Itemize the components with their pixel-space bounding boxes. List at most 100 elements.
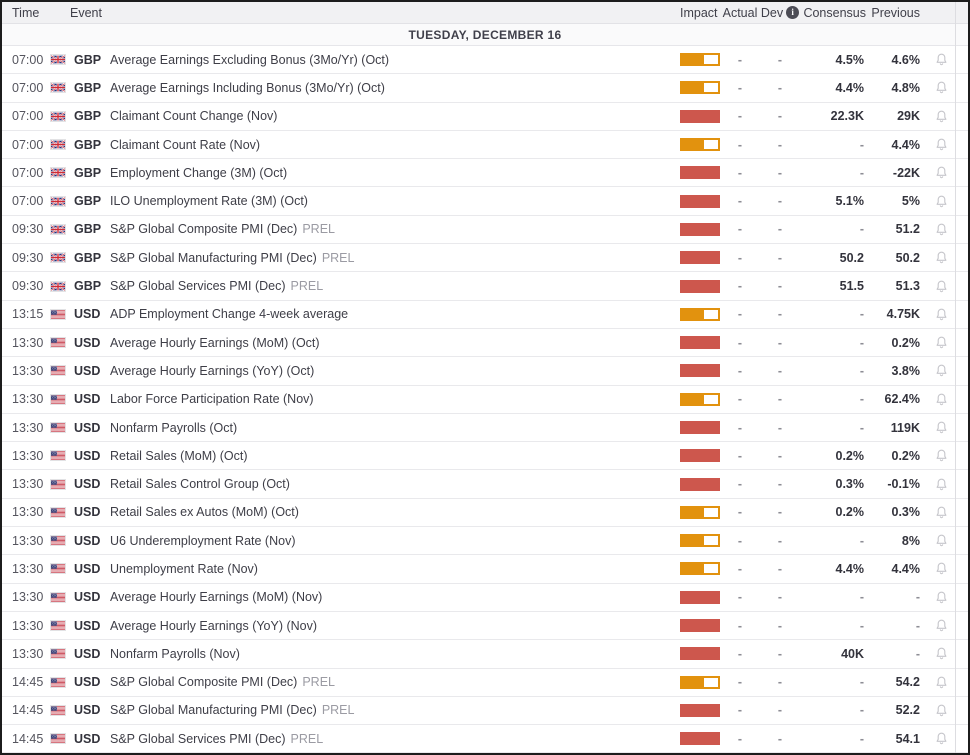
event-name[interactable]: Average Earnings Including Bonus (3Mo/Yr…: [110, 81, 674, 95]
event-row[interactable]: 09:30 GBP S&P Global Services PMI (Dec) P…: [2, 272, 968, 301]
previous-value: 4.8%: [891, 80, 921, 95]
alert-bell-icon[interactable]: [922, 505, 960, 520]
event-row[interactable]: 07:00 GBP ILO Unemployment Rate (3M) (Oc…: [2, 187, 968, 216]
event-row[interactable]: 13:30 USD Retail Sales ex Autos (MoM) (O…: [2, 498, 968, 528]
event-name[interactable]: Employment Change (3M) (Oct): [110, 166, 674, 180]
currency-code: USD: [74, 392, 101, 407]
impact-bar: [680, 477, 720, 491]
us-flag-icon: [50, 535, 74, 547]
event-row[interactable]: 07:00 GBP Employment Change (3M) (Oct) -…: [2, 159, 968, 188]
alert-bell-icon[interactable]: [922, 675, 960, 690]
alert-bell-icon[interactable]: [922, 561, 960, 576]
event-row[interactable]: 13:30 USD Retail Sales Control Group (Oc…: [2, 470, 968, 499]
event-name[interactable]: Average Earnings Excluding Bonus (3Mo/Yr…: [110, 53, 674, 67]
alert-bell-icon[interactable]: [922, 477, 960, 492]
consensus-value: -: [859, 222, 864, 237]
alert-bell-icon[interactable]: [922, 137, 960, 152]
event-name[interactable]: U6 Underemployment Rate (Nov): [110, 534, 674, 548]
event-row[interactable]: 14:45 USD S&P Global Manufacturing PMI (…: [2, 696, 968, 726]
event-row[interactable]: 13:15 USD ADP Employment Change 4-week a…: [2, 300, 968, 329]
consensus-value: -: [859, 392, 864, 407]
event-row[interactable]: 07:00 GBP Average Earnings Excluding Bon…: [2, 46, 968, 75]
event-name[interactable]: Labor Force Participation Rate (Nov): [110, 392, 674, 406]
event-name[interactable]: Average Hourly Earnings (YoY) (Nov): [110, 619, 674, 633]
event-row[interactable]: 13:30 USD Average Hourly Earnings (MoM) …: [2, 328, 968, 358]
alert-bell-icon[interactable]: [922, 448, 960, 463]
event-name[interactable]: ADP Employment Change 4-week average: [110, 307, 674, 321]
alert-bell-icon[interactable]: [922, 618, 960, 633]
event-rows: 07:00 GBP Average Earnings Excluding Bon…: [2, 46, 968, 754]
event-row[interactable]: 13:30 USD Average Hourly Earnings (MoM) …: [2, 583, 968, 612]
event-row[interactable]: 07:00 GBP Claimant Count Change (Nov) - …: [2, 102, 968, 131]
event-row[interactable]: 13:30 USD Average Hourly Earnings (YoY) …: [2, 357, 968, 386]
event-name[interactable]: Average Hourly Earnings (YoY) (Oct): [110, 364, 674, 378]
event-title: ILO Unemployment Rate (3M) (Oct): [110, 194, 308, 209]
event-time: 09:30: [12, 250, 44, 265]
event-name[interactable]: Unemployment Rate (Nov): [110, 562, 674, 576]
event-row[interactable]: 09:30 GBP S&P Global Composite PMI (Dec)…: [2, 215, 968, 245]
consensus-value: -: [859, 363, 864, 378]
event-row[interactable]: 09:30 GBP S&P Global Manufacturing PMI (…: [2, 244, 968, 273]
event-name[interactable]: S&P Global Composite PMI (Dec) PREL: [110, 675, 674, 689]
event-time: 07:00: [12, 109, 44, 124]
event-row[interactable]: 13:30 USD Nonfarm Payrolls (Oct) - - - 1…: [2, 413, 968, 443]
gb-flag-icon: [50, 139, 74, 151]
event-name[interactable]: Nonfarm Payrolls (Oct): [110, 421, 674, 435]
alert-bell-icon[interactable]: [922, 533, 960, 548]
alert-bell-icon[interactable]: [922, 109, 960, 124]
event-row[interactable]: 07:00 GBP Average Earnings Including Bon…: [2, 74, 968, 103]
event-name[interactable]: Average Hourly Earnings (MoM) (Nov): [110, 590, 674, 604]
event-name[interactable]: S&P Global Services PMI (Dec) PREL: [110, 732, 674, 746]
event-time: 07:00: [12, 80, 44, 95]
event-row[interactable]: 13:30 USD Average Hourly Earnings (YoY) …: [2, 611, 968, 641]
event-name[interactable]: Retail Sales Control Group (Oct): [110, 477, 674, 491]
alert-bell-icon[interactable]: [922, 52, 960, 67]
event-row[interactable]: 13:30 USD Unemployment Rate (Nov) - - 4.…: [2, 555, 968, 584]
event-row[interactable]: 13:30 USD Labor Force Participation Rate…: [2, 385, 968, 414]
alert-bell-icon[interactable]: [922, 392, 960, 407]
deviation-value: -: [777, 194, 783, 209]
event-name[interactable]: Claimant Count Rate (Nov): [110, 138, 674, 152]
event-title: Average Earnings Including Bonus (3Mo/Yr…: [110, 80, 385, 95]
alert-bell-icon[interactable]: [922, 194, 960, 209]
alert-bell-icon[interactable]: [922, 590, 960, 605]
event-name[interactable]: Nonfarm Payrolls (Nov): [110, 647, 674, 661]
event-row[interactable]: 07:00 GBP Claimant Count Rate (Nov) - - …: [2, 130, 968, 160]
currency-code: GBP: [74, 194, 102, 209]
impact-bar: [680, 307, 720, 321]
event-name[interactable]: S&P Global Manufacturing PMI (Dec) PREL: [110, 251, 674, 265]
alert-bell-icon[interactable]: [922, 279, 960, 294]
alert-bell-icon[interactable]: [922, 222, 960, 237]
alert-bell-icon[interactable]: [922, 335, 960, 350]
event-name[interactable]: Average Hourly Earnings (MoM) (Oct): [110, 336, 674, 350]
alert-bell-icon[interactable]: [922, 646, 960, 661]
event-time: 13:30: [12, 448, 44, 463]
alert-bell-icon[interactable]: [922, 731, 960, 746]
event-name[interactable]: S&P Global Composite PMI (Dec) PREL: [110, 222, 674, 236]
impact-indicator: [674, 307, 720, 321]
alert-bell-icon[interactable]: [922, 307, 960, 322]
event-name[interactable]: Claimant Count Change (Nov): [110, 109, 674, 123]
event-title: Nonfarm Payrolls (Nov): [110, 646, 240, 661]
event-name[interactable]: ILO Unemployment Rate (3M) (Oct): [110, 194, 674, 208]
event-row[interactable]: 14:45 USD S&P Global Services PMI (Dec) P…: [2, 725, 968, 754]
event-row[interactable]: 13:30 USD U6 Underemployment Rate (Nov) …: [2, 527, 968, 556]
impact-indicator: [674, 647, 720, 661]
event-name[interactable]: Retail Sales (MoM) (Oct): [110, 449, 674, 463]
event-name[interactable]: S&P Global Services PMI (Dec) PREL: [110, 279, 674, 293]
event-row[interactable]: 13:30 USD Retail Sales (MoM) (Oct) - - 0…: [2, 442, 968, 471]
event-row[interactable]: 14:45 USD S&P Global Composite PMI (Dec)…: [2, 668, 968, 697]
actual-value: -: [737, 250, 743, 265]
alert-bell-icon[interactable]: [922, 165, 960, 180]
alert-bell-icon[interactable]: [922, 363, 960, 378]
alert-bell-icon[interactable]: [922, 420, 960, 435]
event-row[interactable]: 13:30 USD Nonfarm Payrolls (Nov) - - 40K…: [2, 640, 968, 669]
event-title: S&P Global Composite PMI (Dec): [110, 222, 298, 237]
deviation-value: -: [777, 109, 783, 124]
event-name[interactable]: Retail Sales ex Autos (MoM) (Oct): [110, 505, 674, 519]
event-name[interactable]: S&P Global Manufacturing PMI (Dec) PREL: [110, 703, 674, 717]
alert-bell-icon[interactable]: [922, 250, 960, 265]
alert-bell-icon[interactable]: [922, 80, 960, 95]
dev-info-icon[interactable]: i: [786, 6, 800, 19]
alert-bell-icon[interactable]: [922, 703, 960, 718]
